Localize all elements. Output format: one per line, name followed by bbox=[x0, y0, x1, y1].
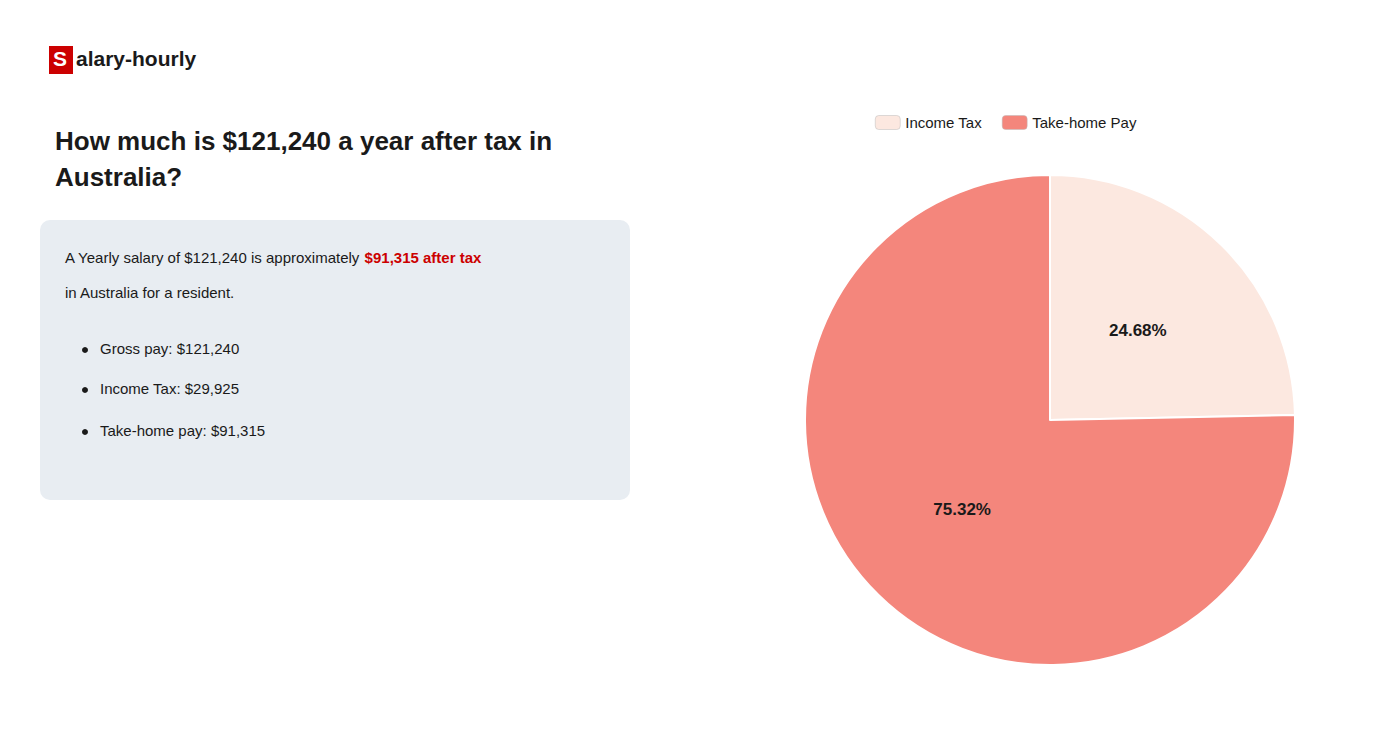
svg-text:Australia?: Australia? bbox=[55, 162, 182, 192]
svg-text:Gross pay: $121,240: Gross pay: $121,240 bbox=[100, 340, 239, 357]
svg-text:A Yearly salary of $121,240 is: A Yearly salary of $121,240 is approxima… bbox=[65, 249, 364, 266]
svg-text:24.68%: 24.68% bbox=[1109, 321, 1167, 340]
svg-text:How much is $121,240 a year af: How much is $121,240 a year after tax in bbox=[55, 126, 552, 156]
svg-text:Take-home pay: $91,315: Take-home pay: $91,315 bbox=[100, 422, 265, 439]
svg-text:Take-home Pay: Take-home Pay bbox=[1032, 114, 1137, 131]
svg-text:75.32%: 75.32% bbox=[933, 500, 991, 519]
svg-text:Income Tax: $29,925: Income Tax: $29,925 bbox=[100, 380, 239, 397]
svg-text:Income Tax: Income Tax bbox=[905, 114, 982, 131]
svg-text:alary-hourly: alary-hourly bbox=[76, 47, 197, 70]
svg-text:S: S bbox=[53, 47, 67, 70]
svg-text:in Australia for a resident.: in Australia for a resident. bbox=[65, 284, 234, 301]
svg-text:$91,315 after tax: $91,315 after tax bbox=[365, 249, 482, 266]
